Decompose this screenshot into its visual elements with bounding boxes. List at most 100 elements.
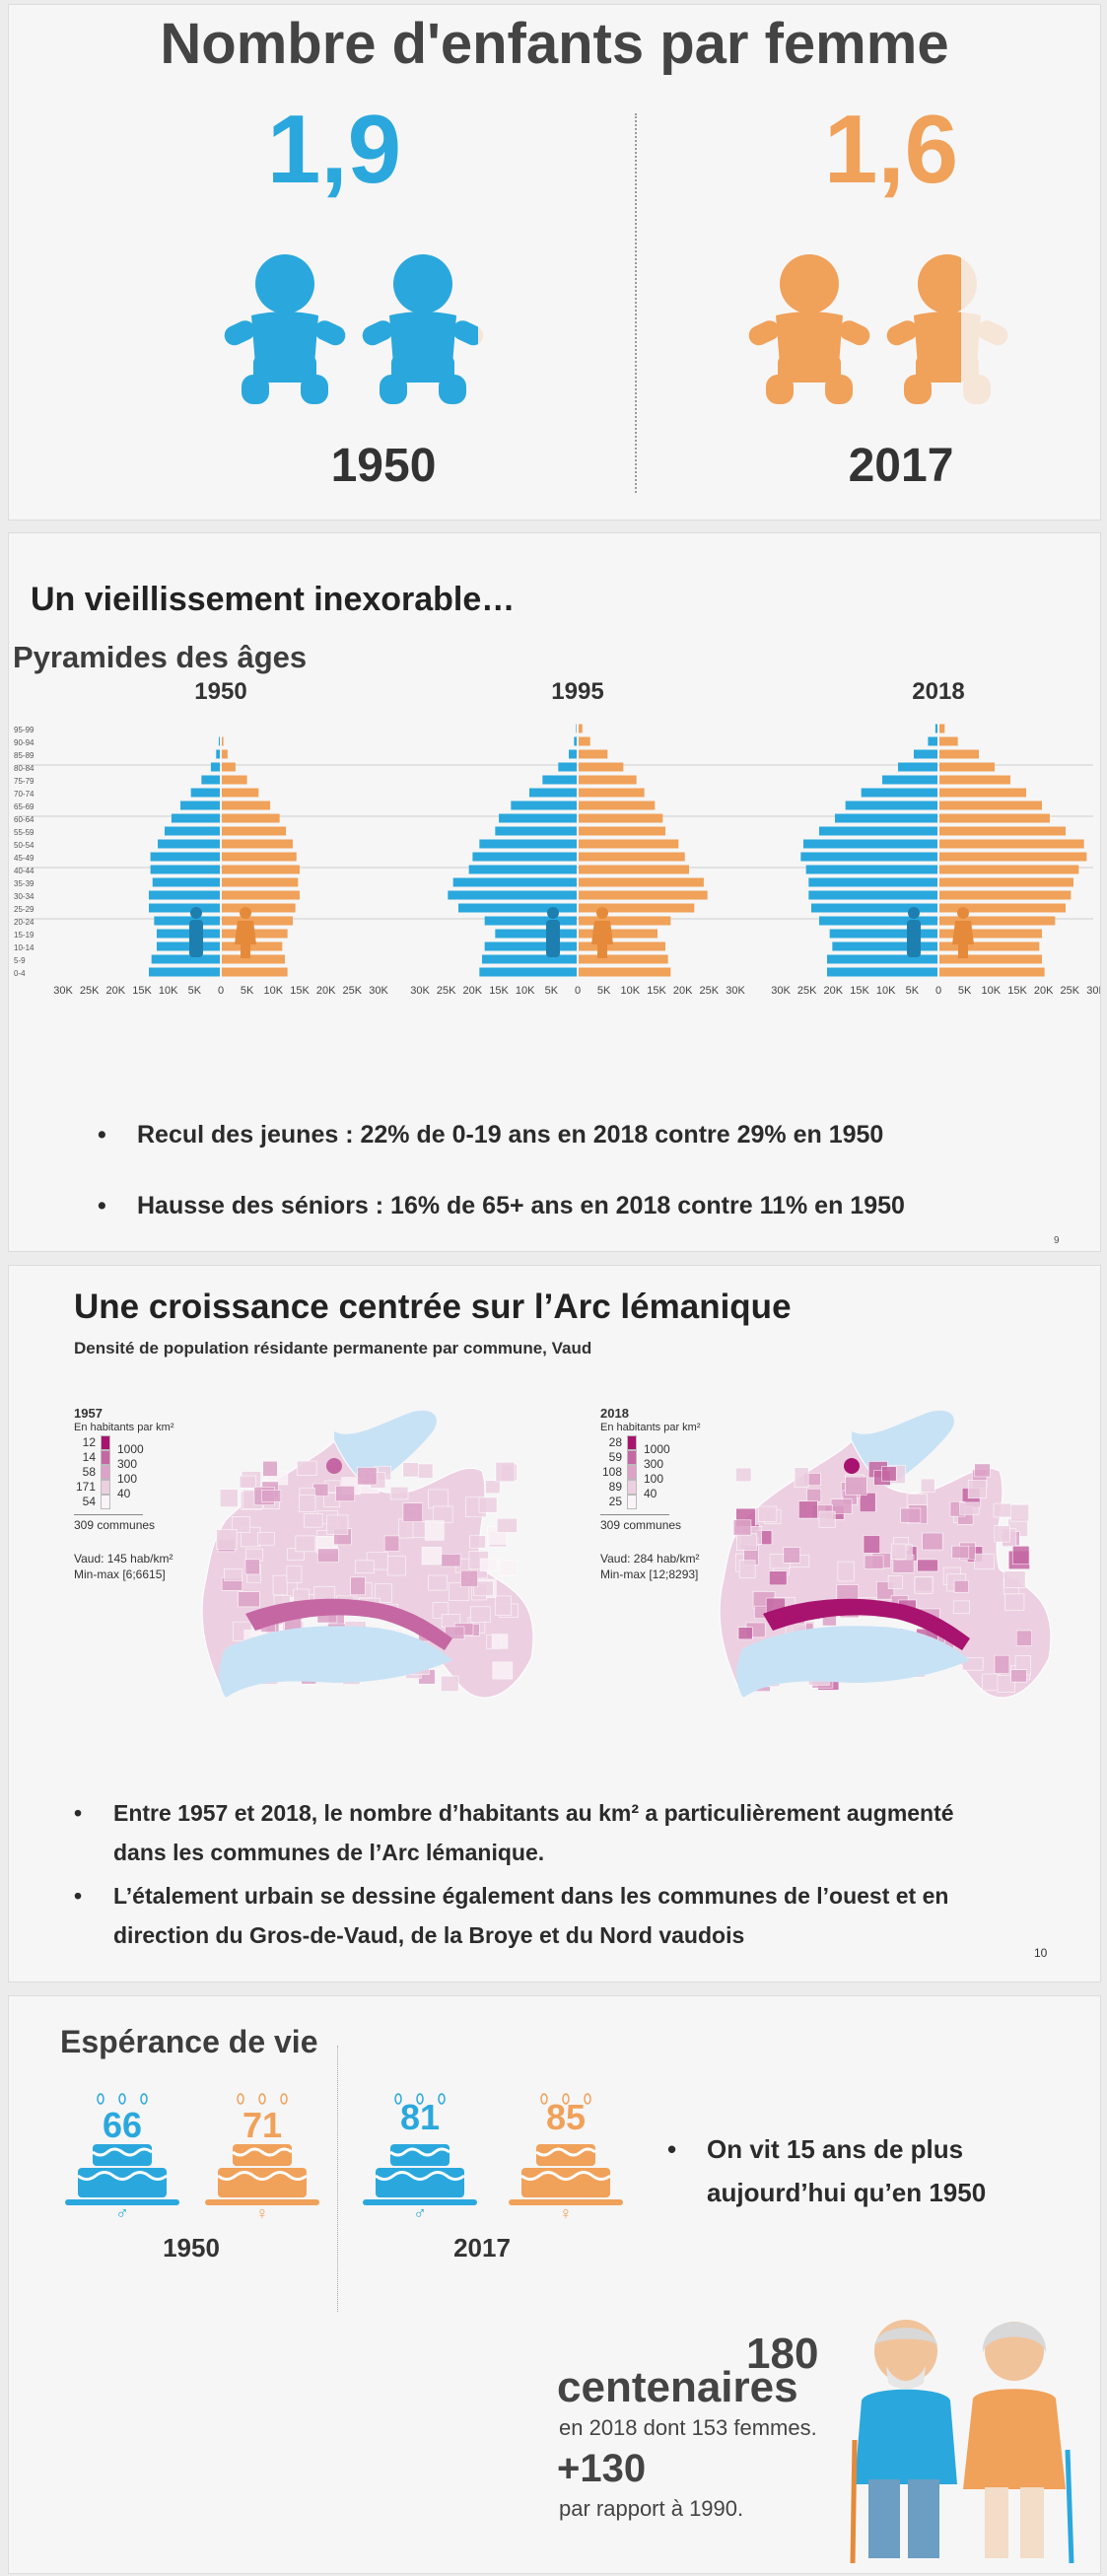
commune: [357, 1467, 378, 1486]
bar-women: [579, 749, 608, 759]
bar-men: [569, 749, 577, 759]
bar-men: [479, 839, 577, 849]
commune: [402, 1462, 419, 1478]
map-1957-unit: En habitants par km²: [74, 1422, 174, 1433]
bar-men: [458, 903, 577, 913]
commune: [460, 1569, 479, 1587]
bar-men: [448, 890, 577, 900]
commune: [900, 1507, 922, 1523]
x-tick-label: 25K: [343, 985, 363, 997]
map-2018-legend: 2018 En habitants par km² 28 59 108 89 25 100…: [600, 1406, 768, 1603]
bar-women: [939, 736, 958, 746]
legend-count: 28: [608, 1435, 622, 1449]
commune: [470, 1606, 491, 1623]
x-tick-label: 10K: [982, 985, 1002, 997]
commune: [386, 1556, 406, 1576]
yverdon: [844, 1458, 860, 1474]
legend-swatch: [101, 1450, 110, 1465]
age-group-label: 55-59: [14, 828, 35, 837]
bar-men: [861, 788, 937, 798]
commune: [736, 1533, 758, 1551]
bar-women: [939, 724, 945, 733]
bar-men: [803, 839, 937, 849]
legend-separator: [74, 1514, 143, 1515]
bar-men: [158, 839, 220, 849]
bar-men: [165, 826, 220, 836]
bar-women: [939, 839, 1084, 849]
map-1957-stat-mean: Vaud: 145 hab/km²: [74, 1552, 173, 1566]
age-group-label: 35-39: [14, 879, 35, 888]
bullet-marker: •: [98, 1121, 106, 1149]
commune: [261, 1490, 282, 1502]
bar-women: [579, 877, 704, 887]
map-2018-unit: En habitants par km²: [600, 1422, 701, 1433]
bar-women: [579, 762, 624, 772]
babies-1950-icon: [224, 254, 484, 404]
bar-men: [574, 736, 577, 746]
bar-men: [819, 916, 937, 926]
commune: [758, 1505, 778, 1522]
commune: [216, 1529, 238, 1550]
age-group-label: 20-24: [14, 918, 35, 927]
cake-icon: [205, 2093, 319, 2205]
bar-women: [579, 967, 671, 977]
commune: [994, 1525, 1010, 1543]
bar-women: [939, 865, 1079, 874]
commune: [257, 1532, 275, 1546]
bar-men: [542, 775, 577, 785]
commune: [920, 1478, 935, 1493]
bar-men: [558, 762, 577, 772]
bar-men: [150, 865, 220, 874]
commune: [350, 1576, 366, 1595]
bar-men: [811, 903, 937, 913]
bar-men: [157, 929, 220, 939]
age-group-label: 50-54: [14, 841, 35, 850]
commune: [798, 1500, 818, 1519]
bar-women: [939, 775, 1010, 785]
woman-icon: [952, 907, 974, 958]
population-pyramids-chart: 0-4 5-9 10-14 15-19 20-24 25-29 30-34 35-39 40-4…: [14, 678, 1100, 997]
male-symbol: ♂: [413, 2203, 427, 2223]
commune: [818, 1510, 836, 1528]
commune: [952, 1600, 970, 1615]
bar-women: [222, 941, 283, 951]
map-2018-stat-minmax: Min-max [12;8293]: [600, 1567, 699, 1581]
commune: [238, 1591, 260, 1608]
x-tick-label: 0: [575, 985, 581, 997]
x-tick-label: 20K: [824, 985, 844, 997]
bar-women: [222, 813, 280, 823]
bullet-marker: •: [98, 1192, 106, 1219]
legend-swatch: [627, 1465, 637, 1480]
commune: [299, 1495, 316, 1512]
commune: [424, 1520, 445, 1541]
bar-women: [222, 916, 293, 926]
bar-women: [222, 903, 296, 913]
bar-women: [939, 967, 1045, 977]
bar-men: [149, 890, 220, 900]
bar-women: [579, 839, 679, 849]
legend-count: 171: [75, 1480, 96, 1494]
age-group-label: 30-34: [14, 892, 35, 901]
commune: [806, 1488, 822, 1502]
bar-women: [579, 865, 689, 874]
legend-swatch: [101, 1435, 110, 1450]
elderly-man-icon: [850, 2320, 957, 2564]
commune: [295, 1535, 316, 1553]
bar-men: [216, 749, 220, 759]
baby-icon-partial: [362, 254, 478, 404]
legend-swatch: [101, 1495, 110, 1509]
babies-2017-icon: [748, 254, 1008, 404]
bullet-life-line2: aujourd’hui qu’en 1950: [707, 2178, 987, 2207]
cake-1950-women: 71 ♀: [198, 2093, 326, 2223]
bar-men: [495, 826, 577, 836]
bar-women: [222, 749, 228, 759]
commune: [492, 1661, 514, 1680]
woman-icon: [235, 907, 256, 958]
lake-geneva: [736, 1626, 970, 1698]
bar-women: [579, 929, 657, 939]
bar-men: [154, 916, 220, 926]
bar-women: [222, 762, 236, 772]
bar-men: [827, 954, 937, 964]
commune: [1009, 1503, 1029, 1522]
x-tick-label: 20K: [1034, 985, 1054, 997]
